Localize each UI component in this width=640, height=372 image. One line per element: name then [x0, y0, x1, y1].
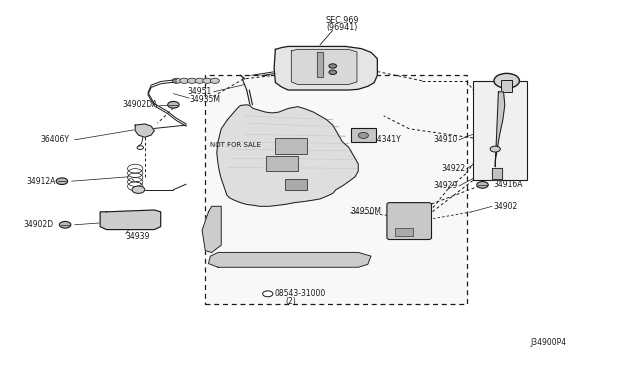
FancyBboxPatch shape — [275, 138, 307, 154]
Ellipse shape — [494, 73, 520, 88]
Circle shape — [195, 78, 204, 83]
Circle shape — [329, 70, 337, 74]
Circle shape — [56, 178, 68, 185]
Text: 34916A: 34916A — [493, 180, 523, 189]
Text: 34950M: 34950M — [351, 207, 381, 217]
Text: 08543-31000: 08543-31000 — [274, 289, 325, 298]
Polygon shape — [495, 92, 505, 167]
Polygon shape — [274, 46, 378, 90]
Text: (96941): (96941) — [326, 23, 358, 32]
Text: S: S — [266, 291, 269, 296]
Text: 34910: 34910 — [433, 135, 458, 144]
Circle shape — [211, 78, 220, 83]
Polygon shape — [291, 49, 357, 84]
Text: 34912A: 34912A — [27, 177, 56, 186]
Circle shape — [172, 78, 181, 83]
Text: 34902DA: 34902DA — [122, 100, 157, 109]
Text: 34939: 34939 — [125, 232, 150, 241]
FancyBboxPatch shape — [205, 75, 467, 304]
Circle shape — [132, 186, 145, 193]
Text: SEC.969: SEC.969 — [325, 16, 358, 25]
Text: J34900P4: J34900P4 — [531, 339, 566, 347]
Text: (2): (2) — [285, 297, 296, 306]
Circle shape — [188, 78, 196, 83]
Circle shape — [60, 221, 71, 228]
Text: 24341Y: 24341Y — [372, 135, 401, 144]
Circle shape — [490, 146, 500, 152]
Polygon shape — [202, 206, 221, 253]
Circle shape — [329, 64, 337, 68]
Circle shape — [203, 78, 212, 83]
FancyBboxPatch shape — [473, 81, 527, 180]
Text: 34902: 34902 — [493, 202, 518, 211]
Text: 34929: 34929 — [433, 182, 458, 190]
FancyBboxPatch shape — [351, 128, 376, 142]
Circle shape — [262, 291, 273, 297]
Polygon shape — [317, 52, 323, 77]
Text: 34935M: 34935M — [189, 95, 220, 104]
Circle shape — [180, 78, 189, 83]
FancyBboxPatch shape — [395, 228, 413, 236]
Text: NOT FOR SALE: NOT FOR SALE — [211, 142, 261, 148]
FancyBboxPatch shape — [285, 179, 307, 190]
FancyBboxPatch shape — [501, 80, 513, 92]
Text: 34922: 34922 — [441, 164, 465, 173]
Text: 36406Y: 36406Y — [41, 135, 70, 144]
Polygon shape — [100, 210, 161, 230]
Text: 34951: 34951 — [188, 87, 212, 96]
FancyBboxPatch shape — [387, 203, 431, 240]
Polygon shape — [492, 168, 502, 179]
Polygon shape — [217, 105, 358, 206]
Circle shape — [477, 182, 488, 188]
Circle shape — [358, 132, 369, 138]
Circle shape — [168, 102, 179, 108]
Polygon shape — [135, 124, 154, 137]
Text: 34902D: 34902D — [24, 220, 54, 229]
FancyBboxPatch shape — [266, 157, 298, 171]
Polygon shape — [209, 253, 371, 267]
